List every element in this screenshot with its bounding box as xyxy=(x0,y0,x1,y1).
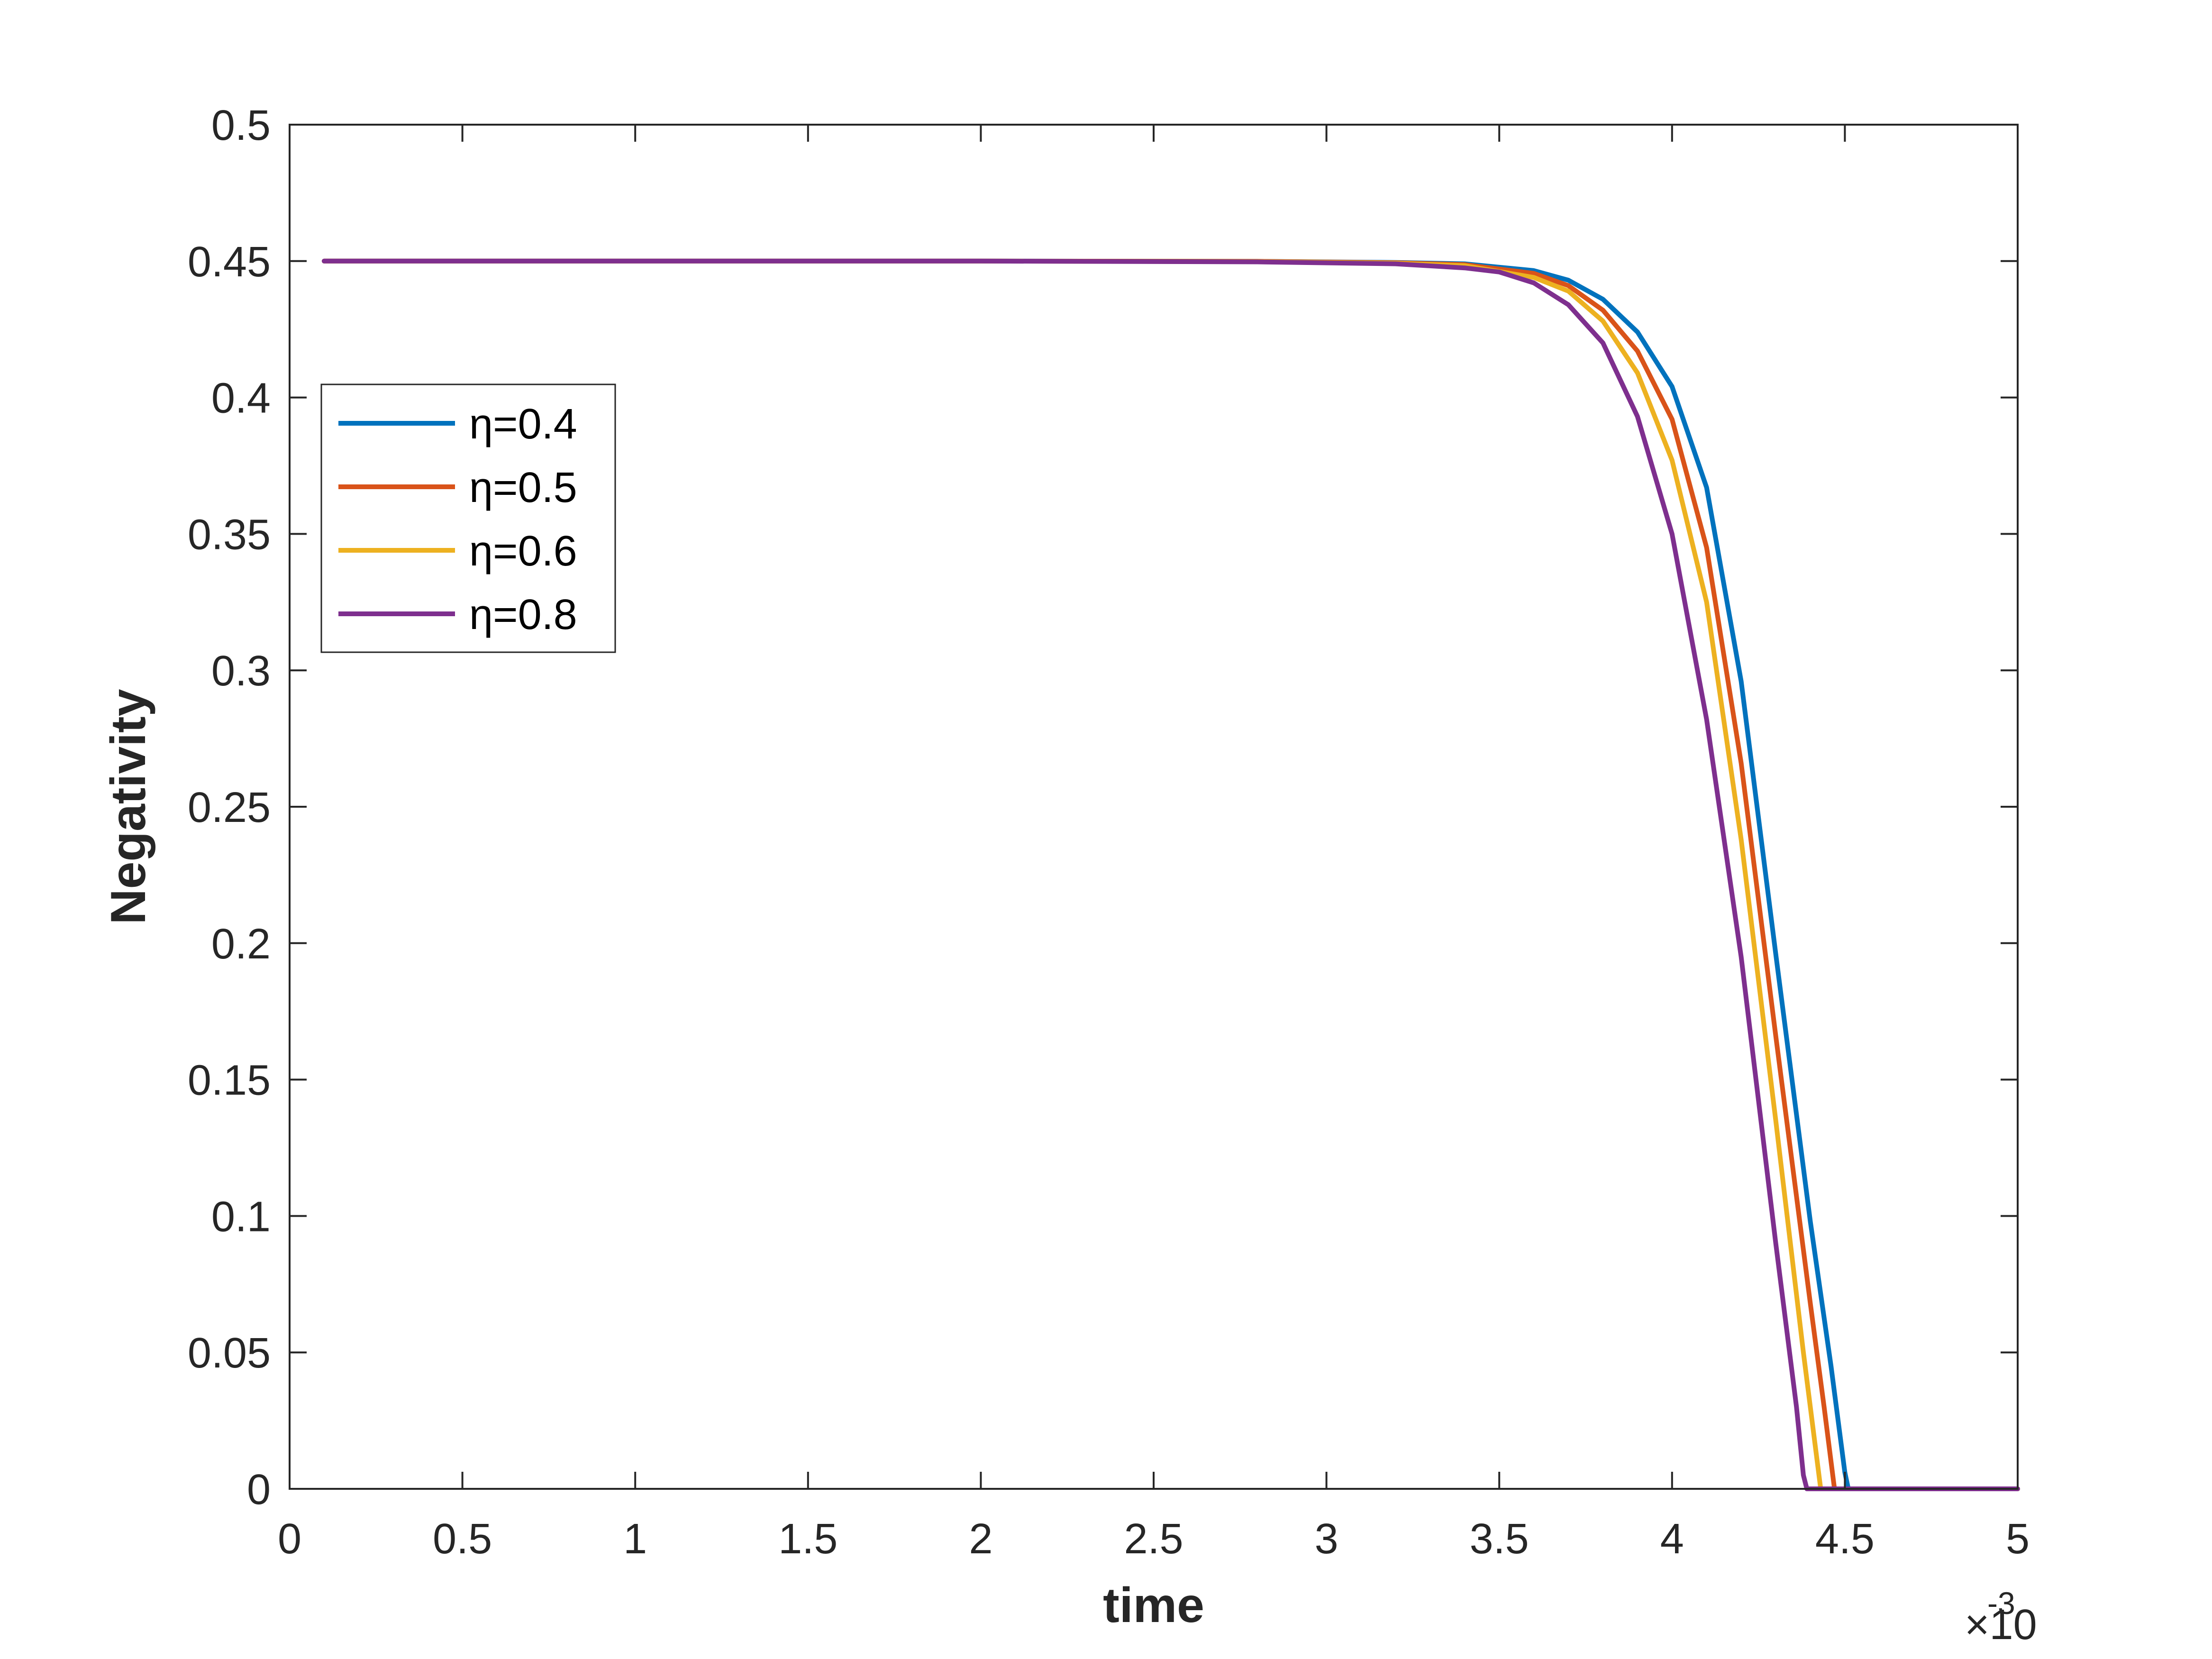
x-tick-label: 1 xyxy=(623,1515,647,1563)
x-tick-labels: 0 0.5 1 1.5 2 2.5 3 3.5 4 4.5 5 xyxy=(278,1515,2030,1563)
x-axis-multiplier-base: ×10 xyxy=(1965,1601,2037,1649)
legend-entries: η=0.4 η=0.5 η=0.6 η=0.8 xyxy=(338,401,577,638)
x-tick-label: 4.5 xyxy=(1815,1515,1875,1563)
x-tick-label: 4 xyxy=(1660,1515,1684,1563)
series-line-4 xyxy=(321,258,2020,1491)
y-tick-label: 0.15 xyxy=(188,1057,271,1104)
legend-label: η=0.5 xyxy=(469,464,577,511)
y-tick-labels: 0 0.05 0.1 0.15 0.2 0.25 0.3 0.35 0.4 0.45 0.5 xyxy=(188,102,271,1513)
x-tick-label: 3.5 xyxy=(1470,1515,1529,1563)
x-tick-label: 5 xyxy=(2006,1515,2030,1563)
x-tick-label: 0.5 xyxy=(433,1515,492,1563)
x-tick-label: 1.5 xyxy=(778,1515,837,1563)
legend: η=0.4 η=0.5 η=0.6 η=0.8 xyxy=(320,383,616,653)
x-axis-label: time xyxy=(1103,1578,1204,1633)
x-tick-label: 2 xyxy=(969,1515,992,1563)
legend-label: η=0.4 xyxy=(469,401,577,448)
y-axis-label: Negativity xyxy=(101,689,156,924)
y-tick-label: 0.5 xyxy=(211,102,271,149)
y-tick-label: 0.45 xyxy=(188,238,271,286)
y-tick-label: 0.4 xyxy=(211,375,271,422)
y-tick-label: 0.1 xyxy=(211,1193,271,1240)
y-tick-label: 0.2 xyxy=(211,921,271,968)
y-tick-label: 0 xyxy=(247,1466,271,1513)
series-layer xyxy=(321,258,2020,1491)
legend-label: η=0.8 xyxy=(469,591,577,638)
x-tick-label: 3 xyxy=(1315,1515,1338,1563)
y-tick-label: 0.3 xyxy=(211,647,271,695)
x-axis-multiplier: ×10 -3 xyxy=(1965,1586,2037,1649)
x-axis-multiplier-exponent: -3 xyxy=(1987,1586,2015,1621)
y-tick-label: 0.05 xyxy=(188,1330,271,1377)
plot-area xyxy=(290,125,2018,1489)
y-tick-label: 0.25 xyxy=(188,784,271,831)
legend-box xyxy=(320,383,616,653)
legend-label: η=0.6 xyxy=(469,528,577,575)
tick-layer xyxy=(289,124,2019,1490)
y-tick-label: 0.35 xyxy=(188,511,271,558)
x-tick-label: 2.5 xyxy=(1124,1515,1183,1563)
x-tick-label: 0 xyxy=(278,1515,301,1563)
